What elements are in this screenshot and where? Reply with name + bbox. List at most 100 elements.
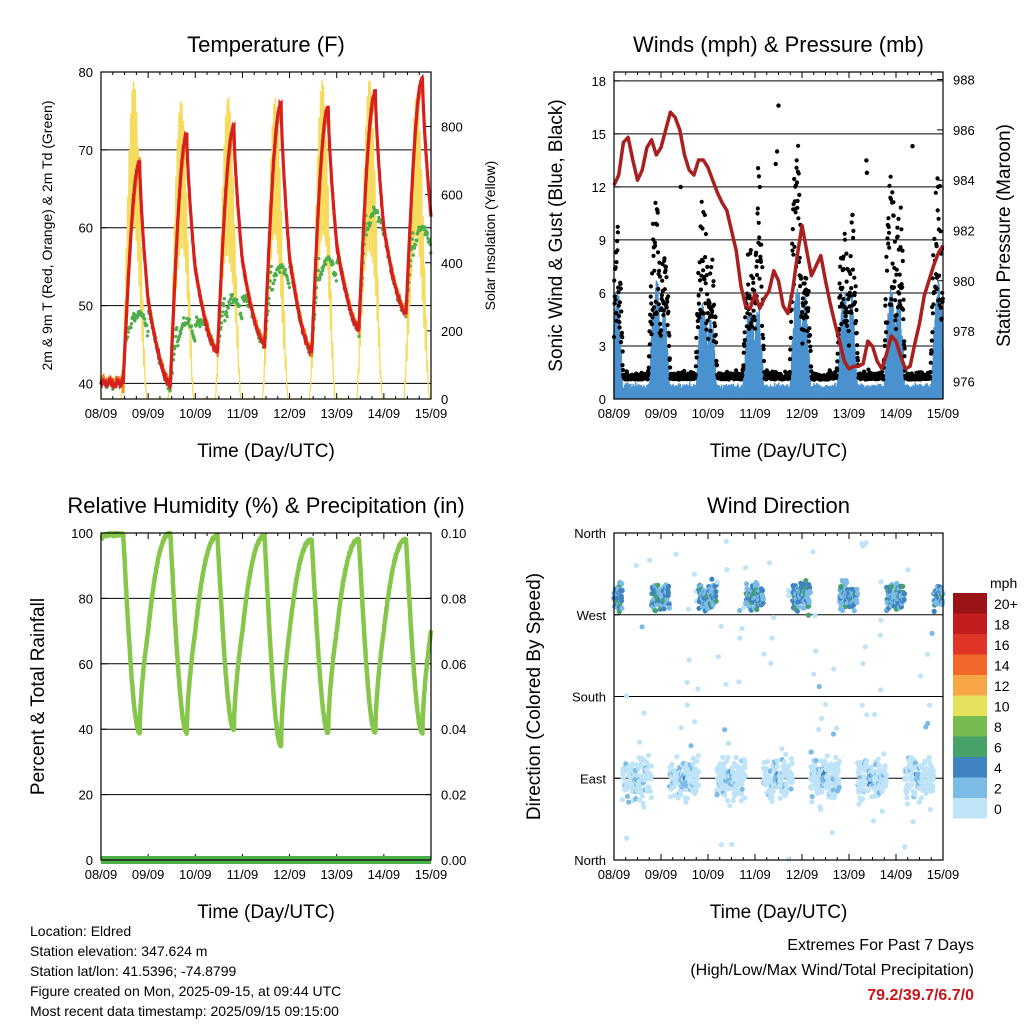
y-tick-label: West	[577, 608, 607, 623]
direction-point	[666, 605, 673, 611]
gust-point	[805, 315, 810, 320]
direction-point	[647, 788, 654, 795]
gust-point	[617, 313, 622, 319]
gust-point	[697, 315, 702, 320]
x-tick-label: 12/09	[786, 867, 819, 882]
gust-point	[898, 302, 903, 307]
gust-point	[880, 369, 885, 374]
direction-point	[619, 598, 625, 604]
gust-point	[703, 231, 709, 237]
gust-point	[849, 220, 854, 225]
y-tick-label: 0	[599, 392, 606, 407]
gust-point	[665, 299, 670, 304]
direction-point	[619, 605, 625, 611]
gust-point	[897, 299, 903, 304]
y-ticks-right: 0 200 400 600 800	[425, 120, 463, 407]
y-tick-label-right: 0.00	[441, 853, 466, 868]
gust-point	[653, 200, 658, 205]
gust-point	[756, 174, 762, 179]
gust-point	[838, 293, 843, 298]
gust-point	[892, 239, 898, 244]
y-tick-label-right: 0.10	[441, 526, 466, 541]
gust-point	[795, 198, 800, 204]
direction-point	[661, 606, 667, 612]
gust-point	[852, 275, 857, 280]
gust-point	[893, 298, 898, 303]
dewpoint-point	[220, 314, 224, 318]
gust-point	[901, 297, 906, 302]
gust-point	[757, 184, 762, 190]
gust-point	[668, 365, 673, 370]
gust-point	[854, 307, 859, 313]
dewpoint-point	[174, 334, 178, 339]
dewpoint-point	[199, 318, 203, 322]
gust-point	[896, 216, 901, 221]
direction-point	[686, 657, 692, 663]
gust-point	[841, 267, 846, 272]
direction-point	[620, 774, 627, 780]
gust-point	[661, 312, 666, 318]
direction-point	[696, 769, 702, 775]
gust-point	[882, 338, 888, 343]
direction-point	[624, 835, 630, 841]
gust-point	[703, 255, 708, 260]
x-tick-label: 15/09	[415, 406, 448, 421]
y-axis-label: Direction (Colored By Speed)	[524, 573, 545, 820]
direction-point	[637, 739, 643, 745]
gust-point	[656, 286, 661, 292]
gust-point	[935, 286, 940, 291]
direction-point	[684, 702, 690, 708]
gust-point	[712, 302, 717, 307]
gust-point	[613, 265, 618, 270]
dewpoint-point	[194, 315, 199, 319]
gust-point	[848, 254, 853, 259]
direction-point	[713, 593, 719, 599]
gust-point	[706, 336, 711, 341]
gust-point	[806, 339, 812, 344]
dewpoint-point	[285, 275, 289, 279]
y-tick-label: 18	[592, 74, 606, 89]
gust-point	[678, 184, 683, 190]
gust-point	[658, 333, 663, 338]
dewpoint-point	[375, 210, 380, 215]
gust-point	[901, 342, 907, 347]
dewpoint-point	[173, 344, 177, 348]
dewpoint-point	[230, 293, 234, 297]
panel-1: Temperature (F) Time (Day/UTC) 2m & 9m T (…	[39, 32, 498, 462]
direction-point	[684, 679, 690, 686]
gust-point	[665, 322, 670, 328]
y-tick-label-right: 984	[953, 173, 975, 188]
gust-point	[614, 260, 619, 265]
gust-point	[659, 293, 665, 298]
gust-point	[662, 256, 667, 261]
gust-point	[652, 240, 658, 245]
gust-point	[618, 340, 624, 345]
x-tick-label: 14/09	[880, 406, 913, 421]
gust-point	[752, 326, 758, 331]
dewpoint-point	[187, 317, 191, 321]
gust-point	[864, 158, 869, 163]
gust-point	[855, 351, 860, 356]
gust-point	[693, 372, 698, 377]
gust-point	[705, 311, 711, 316]
gust-point	[898, 205, 903, 210]
gust-point	[787, 376, 792, 381]
dewpoint-point	[237, 304, 242, 308]
x-tick-label: 10/09	[692, 406, 725, 421]
y-tick-label-right: 0.06	[441, 657, 466, 672]
gust-point	[851, 235, 856, 240]
y-tick-label: 20	[79, 788, 93, 803]
panel-2: Winds (mph) & Pressure (mb) Time (Day/UTC…	[546, 32, 1015, 462]
gust-point	[805, 309, 811, 314]
gust-point	[714, 340, 719, 345]
plot-frame	[100, 71, 432, 400]
y-tick-label: East	[580, 771, 606, 786]
gust-point	[890, 261, 895, 266]
dewpoint-point	[194, 324, 198, 328]
x-ticks: 08/09 09/09 10/09 11/09 12/09 13/09 14/09 15/09	[85, 533, 447, 882]
direction-point	[639, 624, 645, 630]
x-tick-label: 12/09	[273, 867, 306, 882]
x-tick-label: 13/09	[320, 867, 353, 882]
gust-point	[709, 265, 714, 270]
x-tick-label: 15/09	[927, 406, 960, 421]
